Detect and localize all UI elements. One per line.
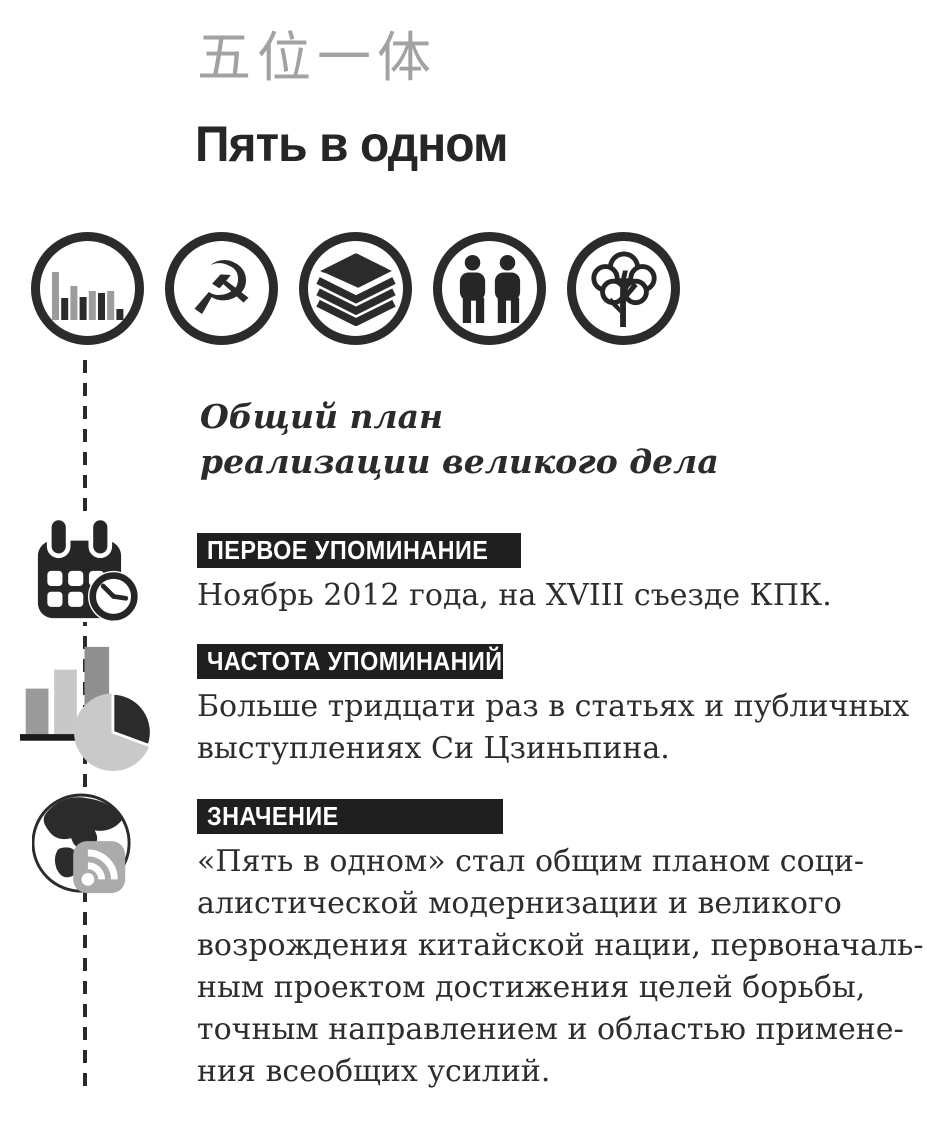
culture-books-icon bbox=[299, 232, 412, 345]
section-label: ЗНАЧЕНИЕ bbox=[197, 799, 503, 834]
page-title-chinese: 五位一体 bbox=[197, 26, 437, 89]
calendar-clock-glyph bbox=[36, 515, 140, 622]
ecology-tree-icon bbox=[567, 232, 680, 345]
section-label-text: ЗНАЧЕНИЕ bbox=[207, 801, 339, 831]
section-body: Больше тридцати раз в статьях и публичны… bbox=[197, 689, 910, 766]
economy-bar-chart-icon bbox=[31, 232, 144, 345]
section-first-mention: ПЕРВОЕ УПОМИНАНИЕ Ноябрь 2012 года, на X… bbox=[197, 533, 927, 617]
tree-glyph bbox=[590, 250, 657, 327]
section-label: ПЕРВОЕ УПОМИНАНИЕ bbox=[197, 533, 521, 568]
politics-hammer-sickle-icon: ☭ bbox=[165, 232, 278, 345]
books-stack-glyph bbox=[315, 251, 396, 326]
bar-chart-glyph bbox=[51, 271, 123, 320]
globe-rss-icon bbox=[31, 792, 134, 907]
section-label: ЧАСТОТА УПОМИНАНИЙ bbox=[197, 644, 503, 679]
bar-chart-pie-icon bbox=[18, 645, 168, 777]
page-title: Пять в одном bbox=[195, 116, 508, 172]
globe-rss-glyph bbox=[31, 793, 131, 894]
hammer-sickle-glyph: ☭ bbox=[188, 245, 255, 332]
section-label-text: ПЕРВОЕ УПОМИНАНИЕ bbox=[207, 535, 489, 565]
section-frequency: ЧАСТОТА УПОМИНАНИЙ Больше тридцати раз в… bbox=[197, 644, 927, 770]
two-people-glyph bbox=[459, 254, 520, 323]
calendar-clock-icon bbox=[36, 515, 140, 627]
section-meaning: ЗНАЧЕНИЕ «Пять в одном» стал общим плано… bbox=[197, 799, 927, 1093]
bar-chart-pie-glyph bbox=[20, 646, 153, 772]
section-label-text: ЧАСТОТА УПОМИНАНИЙ bbox=[207, 646, 503, 676]
theme-icons-row: ☭ bbox=[31, 232, 680, 345]
section-body: Ноябрь 2012 года, на XVIII съезде КПК. bbox=[197, 578, 832, 613]
section-body: «Пять в одном» стал общим планом соци- а… bbox=[197, 844, 924, 1089]
society-people-icon bbox=[433, 232, 546, 345]
subtitle: Общий план реализации великого дела bbox=[200, 397, 719, 481]
